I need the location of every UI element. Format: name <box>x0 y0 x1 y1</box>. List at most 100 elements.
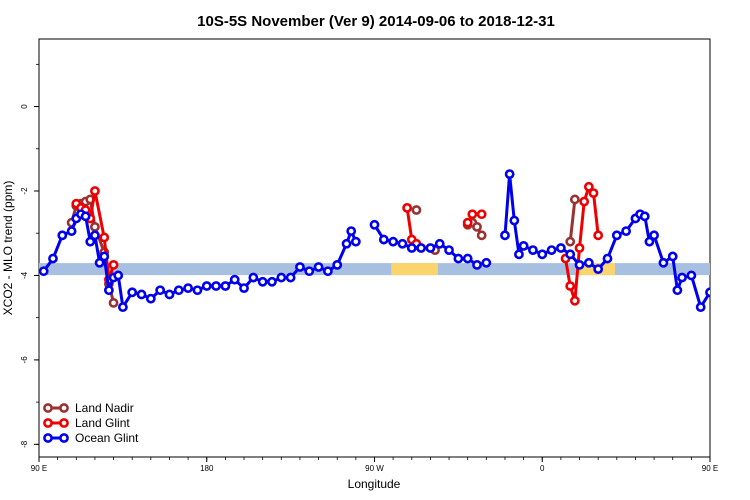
data-point <box>103 285 114 296</box>
series-land-glint <box>71 181 750 306</box>
data-point <box>583 181 594 192</box>
band-bar <box>39 263 710 276</box>
series-line <box>568 199 577 242</box>
y-tick-label: -6 <box>20 356 29 364</box>
data-point <box>546 245 557 256</box>
data-point <box>220 281 231 291</box>
series-ocean-glint <box>39 169 732 313</box>
data-point <box>453 253 464 264</box>
data-point <box>411 205 422 215</box>
x-axis: 90 E 180 90 W 0 90 E <box>31 457 718 473</box>
data-point <box>677 272 687 283</box>
data-point <box>425 243 436 253</box>
data-point <box>57 230 68 241</box>
data-point <box>155 285 166 296</box>
x-tick-label: 180 <box>200 464 214 473</box>
chart-title: 10S-5S November (Ver 9) 2014-09-06 to 20… <box>197 13 555 30</box>
data-point <box>476 209 487 220</box>
band-highlight <box>391 263 438 276</box>
plot-area <box>38 38 711 458</box>
data-point <box>108 297 119 308</box>
data-point <box>248 272 259 283</box>
data-point <box>481 257 492 268</box>
data-point <box>509 215 520 226</box>
data-point <box>99 232 110 243</box>
data-point <box>94 257 105 268</box>
data-point <box>639 211 650 222</box>
data-point <box>313 262 324 272</box>
y-tick-label: 0 <box>20 104 29 109</box>
data-point <box>588 188 599 199</box>
data-point <box>528 245 538 256</box>
data-point <box>85 236 96 247</box>
series-layer <box>39 169 750 313</box>
data-point <box>192 285 203 296</box>
legend-item: Land Glint <box>43 416 130 430</box>
series-line <box>743 199 750 303</box>
data-point <box>127 287 138 298</box>
data-point <box>145 293 156 304</box>
data-point <box>267 276 277 287</box>
data-point <box>211 281 221 291</box>
x-tick-label: 0 <box>540 464 545 473</box>
data-point <box>90 221 100 232</box>
data-point <box>164 289 175 300</box>
data-point <box>725 295 732 302</box>
data-point <box>323 266 333 277</box>
data-point <box>378 234 389 245</box>
data-point <box>667 251 678 262</box>
data-point <box>239 283 249 294</box>
data-point <box>569 295 580 306</box>
data-point <box>444 245 454 256</box>
data-point <box>658 257 669 268</box>
data-point <box>593 264 604 275</box>
data-point <box>744 202 750 209</box>
legend-swatch-marker <box>59 403 69 413</box>
data-point <box>579 196 590 207</box>
data-point <box>565 236 576 247</box>
data-point <box>136 289 147 300</box>
data-point <box>574 243 585 253</box>
y-tick-label: -2 <box>20 187 29 195</box>
data-point <box>705 287 710 298</box>
legend-item: Land Nadir <box>43 401 134 415</box>
data-point <box>173 285 184 296</box>
data-point <box>504 169 515 180</box>
y-axis-label: XCO2 - MLO trend (ppm) <box>1 181 15 316</box>
data-point <box>649 230 659 241</box>
data-point <box>672 285 683 296</box>
legend-swatch-marker <box>59 433 69 443</box>
data-point <box>695 302 706 313</box>
data-point <box>406 243 417 253</box>
data-point <box>48 253 58 264</box>
data-point <box>462 253 473 264</box>
data-point <box>537 249 548 260</box>
data-point <box>397 238 408 249</box>
data-point <box>117 302 128 313</box>
data-point <box>257 276 268 287</box>
data-point <box>611 230 622 241</box>
data-point <box>66 226 77 237</box>
data-point <box>621 226 632 237</box>
data-point <box>80 211 91 222</box>
data-point <box>304 266 315 277</box>
data-point <box>402 202 413 213</box>
data-point <box>593 230 604 241</box>
data-point <box>113 270 124 281</box>
data-point <box>514 249 524 260</box>
data-point <box>90 230 100 241</box>
data-point <box>744 200 750 207</box>
data-point <box>644 236 655 247</box>
data-point <box>369 219 380 230</box>
data-point <box>569 194 580 205</box>
data-point <box>201 281 212 291</box>
data-point <box>388 236 399 247</box>
y-axis: 0 -2 -4 -6 -8 <box>20 63 39 448</box>
data-point <box>500 230 510 241</box>
data-point <box>350 236 361 247</box>
y-tick-label: -8 <box>20 440 29 448</box>
data-point <box>416 243 426 253</box>
data-point <box>90 186 100 196</box>
data-point <box>332 259 343 270</box>
